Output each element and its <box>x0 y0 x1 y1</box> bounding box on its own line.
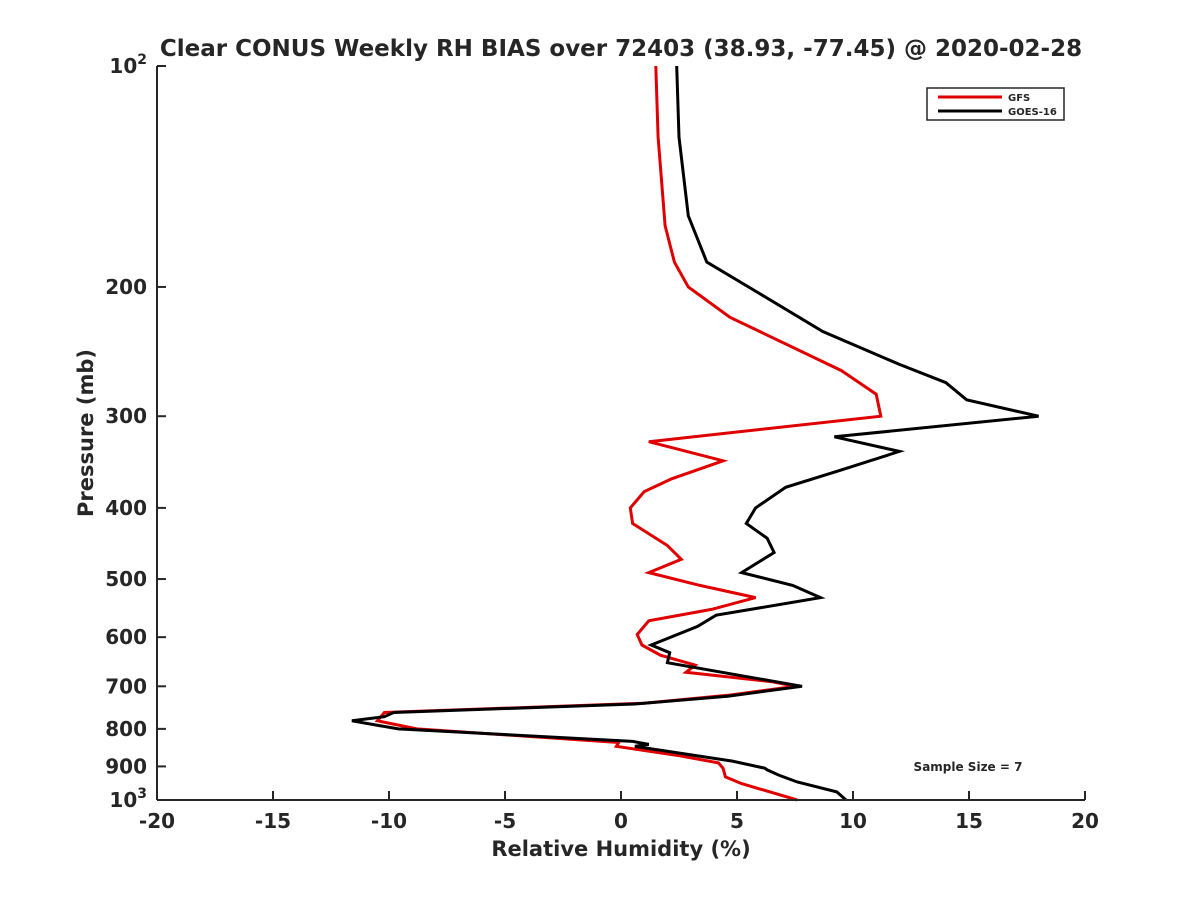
series-line-goes-16 <box>351 65 1039 802</box>
x-tick-label: -20 <box>139 809 175 833</box>
y-axis-ticks: 102 200 300 400 500 600 700 800 900 103 <box>105 52 166 812</box>
x-axis-label: Relative Humidity (%) <box>491 837 750 861</box>
series-layer <box>351 65 1039 802</box>
legend: GFS GOES-16 <box>926 87 1065 121</box>
x-tick-label: -10 <box>371 809 407 833</box>
y-tick-label: 700 <box>105 674 147 698</box>
x-tick-label: -15 <box>255 809 291 833</box>
y-tick-label: 400 <box>105 496 147 520</box>
series-line-gfs <box>374 65 883 802</box>
legend-label: GOES-16 <box>1008 107 1057 118</box>
x-tick-label: 0 <box>614 809 628 833</box>
plot-area <box>157 66 1085 800</box>
y-tick-label: 103 <box>109 786 147 812</box>
y-tick-label: 500 <box>105 567 147 591</box>
x-tick-label: 15 <box>955 809 983 833</box>
legend-box <box>926 87 1065 121</box>
sample-size-annotation: Sample Size = 7 <box>914 760 1023 774</box>
chart-title: Clear CONUS Weekly RH BIAS over 72403 (3… <box>160 36 1082 62</box>
x-tick-label: 10 <box>839 809 867 833</box>
y-tick-label: 600 <box>105 625 147 649</box>
x-tick-label: -5 <box>494 809 516 833</box>
y-axis-label: Pressure (mb) <box>74 349 98 517</box>
y-tick-label: 800 <box>105 717 147 741</box>
legend-label: GFS <box>1008 93 1030 104</box>
x-tick-label: 20 <box>1071 809 1099 833</box>
y-tick-label: 300 <box>105 404 147 428</box>
plot-background <box>157 66 1085 800</box>
y-tick-label: 102 <box>109 52 147 78</box>
x-tick-label: 5 <box>730 809 744 833</box>
y-tick-label: 200 <box>105 275 147 299</box>
y-tick-label: 900 <box>105 754 147 778</box>
x-axis-ticks: -20 -15 -10 -5 0 5 10 15 20 <box>139 791 1099 833</box>
